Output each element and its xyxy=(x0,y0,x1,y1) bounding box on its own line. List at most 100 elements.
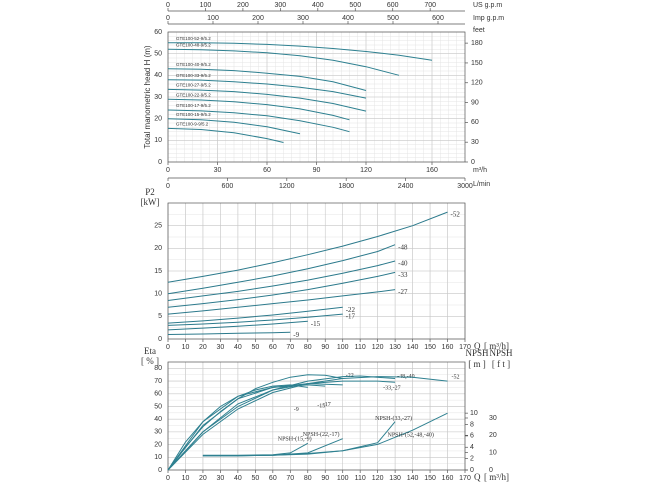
x-unit: m³/h xyxy=(473,167,487,174)
series-label: NPSH-(15,-9) xyxy=(278,436,312,443)
series-label: -52 xyxy=(452,374,460,380)
series-label: -15 xyxy=(317,404,325,410)
y-tick-label: 0 xyxy=(471,159,475,166)
x-tick-label: 100 xyxy=(200,2,212,9)
x-tick-label: 100 xyxy=(207,15,219,22)
curve xyxy=(167,306,343,324)
x-tick-label: 0 xyxy=(166,475,170,482)
series-label: -52 xyxy=(451,211,461,219)
series-label: GTE100-27-9/5.2 xyxy=(176,83,211,88)
y-tick-label: 90 xyxy=(471,99,479,106)
x-tick-label: 90 xyxy=(313,167,321,174)
y-tick-label: 40 xyxy=(154,72,162,79)
y-tick-label: 2 xyxy=(470,455,474,462)
series-label: -9 xyxy=(293,331,299,339)
x-tick-label: 50 xyxy=(251,344,259,351)
curve xyxy=(167,98,350,121)
x-tick-label: 100 xyxy=(337,475,349,482)
y-tick-label: 70 xyxy=(154,378,162,385)
series-label: NPSH-(22,-17) xyxy=(303,431,340,438)
curve xyxy=(167,211,448,283)
x-tick-label: 110 xyxy=(355,344,366,351)
curve xyxy=(167,260,396,301)
y-tick-label: 10 xyxy=(470,410,478,417)
x-tick-label: 70 xyxy=(286,344,294,351)
plot-frame xyxy=(167,202,466,340)
series-label: -33,-27 xyxy=(383,386,401,392)
curve xyxy=(167,320,308,331)
y-tick-label: 0 xyxy=(158,467,162,474)
x-tick-label: 40 xyxy=(234,475,242,482)
y-tick-label: 10 xyxy=(154,454,162,461)
x-tick-label: 2400 xyxy=(398,183,414,190)
x-tick-label: 80 xyxy=(304,475,312,482)
x-tick-label: 600 xyxy=(222,183,234,190)
x-tick-label: 130 xyxy=(389,475,401,482)
y-tick-label: 180 xyxy=(471,40,483,47)
series-label: GTE100-15-9/5.2 xyxy=(176,112,211,117)
x-tick-label: 40 xyxy=(234,344,242,351)
x-tick-label: 20 xyxy=(199,344,207,351)
y-tick-label: 60 xyxy=(154,391,162,398)
curve xyxy=(167,313,343,326)
x-tick-label: 20 xyxy=(199,475,207,482)
x-tick-label: 0 xyxy=(166,183,170,190)
x-unit: [ m³/h] xyxy=(484,341,509,351)
x-tick-label: 300 xyxy=(297,15,309,22)
x-unit: Imp g.p.m xyxy=(473,15,504,22)
series-label: -17 xyxy=(346,313,356,321)
series-label: -48 xyxy=(398,243,408,251)
y-tick-label: 0 xyxy=(158,336,162,343)
x-tick-label: 160 xyxy=(426,167,438,174)
y-tick-label: 60 xyxy=(154,29,162,36)
series-label: GTE100-48-9/5.2 xyxy=(176,43,211,48)
y-tick-label: 20 xyxy=(154,245,162,252)
series-label: GTE100-33-9/5.2 xyxy=(176,73,211,78)
curve xyxy=(167,244,396,295)
y-tick-label: 10 xyxy=(154,291,162,298)
y-tick-label: 8 xyxy=(470,421,474,428)
x-unit: [ m³/h] xyxy=(484,472,509,482)
y-tick-label: 10 xyxy=(489,450,497,457)
curve xyxy=(167,68,367,91)
x-tick-label: 140 xyxy=(407,475,419,482)
y-unit: [ % ] xyxy=(141,356,159,366)
x-tick-label: 160 xyxy=(442,475,454,482)
curve xyxy=(202,412,448,457)
x-tick-label: 170 xyxy=(459,475,471,482)
series-label: GTE100-22-9/5.2 xyxy=(176,92,211,97)
series-label: -33 xyxy=(398,271,408,279)
curve xyxy=(167,380,396,471)
y-tick-label: 6 xyxy=(470,433,474,440)
x-tick-label: 70 xyxy=(286,475,294,482)
x-tick-label: 170 xyxy=(459,344,471,351)
x-tick-label: 90 xyxy=(321,344,329,351)
x-tick-label: 160 xyxy=(442,344,454,351)
series-label: NPSH-(52,-48,-40) xyxy=(388,432,434,439)
x-tick-label: 100 xyxy=(337,344,349,351)
y-unit: feet xyxy=(473,27,485,34)
curve xyxy=(168,42,433,61)
curve xyxy=(167,88,367,112)
y-tick-label: 40 xyxy=(154,416,162,423)
x-tick-label: 60 xyxy=(269,344,277,351)
x-tick-label: 200 xyxy=(252,15,264,22)
y2-unit: [ m ] xyxy=(468,359,486,369)
y2-label: NPSH xyxy=(465,348,489,358)
y-tick-label: 20 xyxy=(154,116,162,123)
x-tick-label: 400 xyxy=(312,2,324,9)
x-tick-label: 3000 xyxy=(457,183,473,190)
x-tick-label: 130 xyxy=(389,344,401,351)
x-tick-label: 60 xyxy=(263,167,271,174)
x-tick-label: 120 xyxy=(372,475,384,482)
x-tick-label: 30 xyxy=(217,475,225,482)
y-tick-label: 10 xyxy=(154,137,162,144)
y3-label: NPSH xyxy=(489,348,513,358)
y-axis-label: Total manometric head H (m) xyxy=(143,45,152,148)
y-tick-label: 80 xyxy=(154,365,162,372)
x-tick-label: 500 xyxy=(387,15,399,22)
curve xyxy=(167,118,301,135)
x-tick-label: 1800 xyxy=(338,183,354,190)
x-tick-label: 500 xyxy=(349,2,361,9)
